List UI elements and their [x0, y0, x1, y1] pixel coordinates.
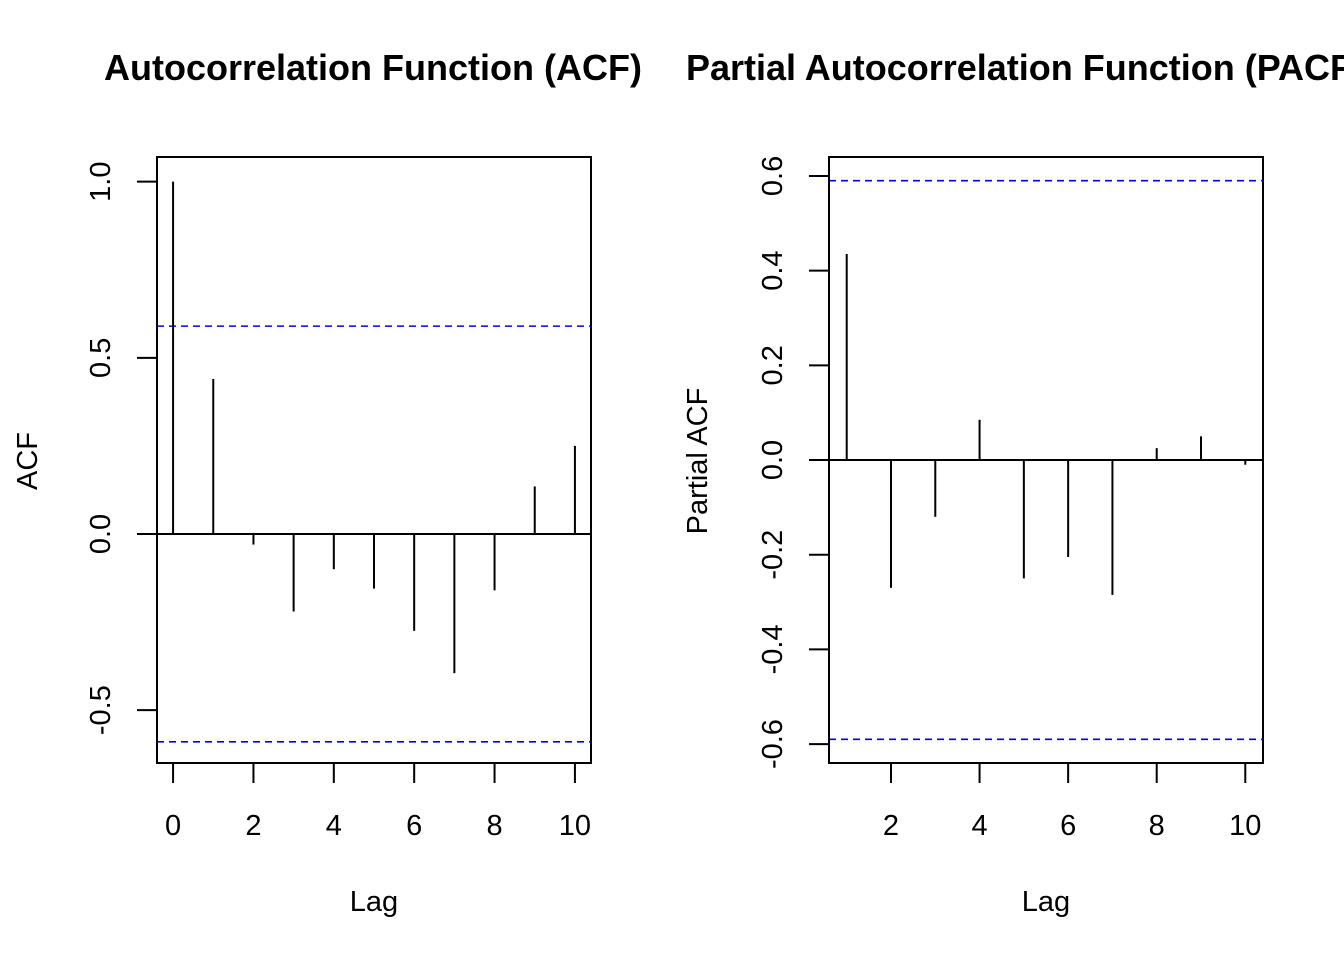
- acf-y-tick-label: 0.0: [85, 514, 117, 554]
- pacf-x-tick-label: 6: [1060, 810, 1076, 842]
- acf-y-label: ACF: [12, 432, 44, 490]
- acf-title: Autocorrelation Function (ACF): [104, 47, 642, 88]
- pacf-x-tick-label: 8: [1149, 810, 1165, 842]
- pacf-x-tick-label: 10: [1229, 810, 1261, 842]
- acf-y-tick-label: -0.5: [85, 685, 117, 735]
- acf-bounds: [157, 325, 591, 743]
- pacf-title: Partial Autocorrelation Function (PACF): [686, 47, 1344, 88]
- acf-stems: [157, 181, 591, 674]
- acf-panel: Autocorrelation Function (ACF) 0 2 4 6 8 10 -…: [12, 47, 642, 918]
- acf-x-tick-label: 2: [245, 810, 261, 842]
- pacf-x-tick-label: 2: [883, 810, 899, 842]
- acf-x-tick-label: 6: [406, 810, 422, 842]
- acf-y-tick-label: 1.0: [85, 161, 117, 201]
- pacf-y-tick-label: 0.2: [757, 345, 789, 385]
- acf-y-axis: -0.5 0.0 0.5 1.0: [85, 161, 158, 735]
- pacf-panel: Partial Autocorrelation Function (PACF) …: [682, 47, 1344, 918]
- acf-x-tick-label: 0: [165, 810, 181, 842]
- acf-x-tick-label: 4: [326, 810, 342, 842]
- pacf-x-axis: 2 4 6 8 10: [883, 762, 1261, 842]
- pacf-y-label: Partial ACF: [682, 388, 714, 535]
- pacf-y-axis: -0.6 -0.4 -0.2 0.0 0.2 0.4 0.6: [757, 156, 830, 769]
- acf-x-axis: 0 2 4 6 8 10: [165, 762, 591, 842]
- pacf-x-tick-label: 4: [972, 810, 988, 842]
- pacf-stems: [829, 254, 1263, 595]
- pacf-y-tick-label: 0.6: [757, 156, 789, 196]
- acf-x-tick-label: 8: [486, 810, 502, 842]
- pacf-x-label: Lag: [1022, 886, 1070, 918]
- pacf-y-tick-label: 0.0: [757, 440, 789, 480]
- pacf-y-tick-label: -0.4: [757, 624, 789, 674]
- acf-plot-frame: [156, 156, 592, 764]
- pacf-y-tick-label: 0.4: [757, 250, 789, 290]
- pacf-y-tick-label: -0.2: [757, 530, 789, 580]
- acf-x-label: Lag: [350, 886, 398, 918]
- acf-y-tick-label: 0.5: [85, 338, 117, 378]
- pacf-y-tick-label: -0.6: [757, 719, 789, 769]
- acf-x-tick-label: 10: [559, 810, 591, 842]
- pacf-bounds: [829, 179, 1263, 741]
